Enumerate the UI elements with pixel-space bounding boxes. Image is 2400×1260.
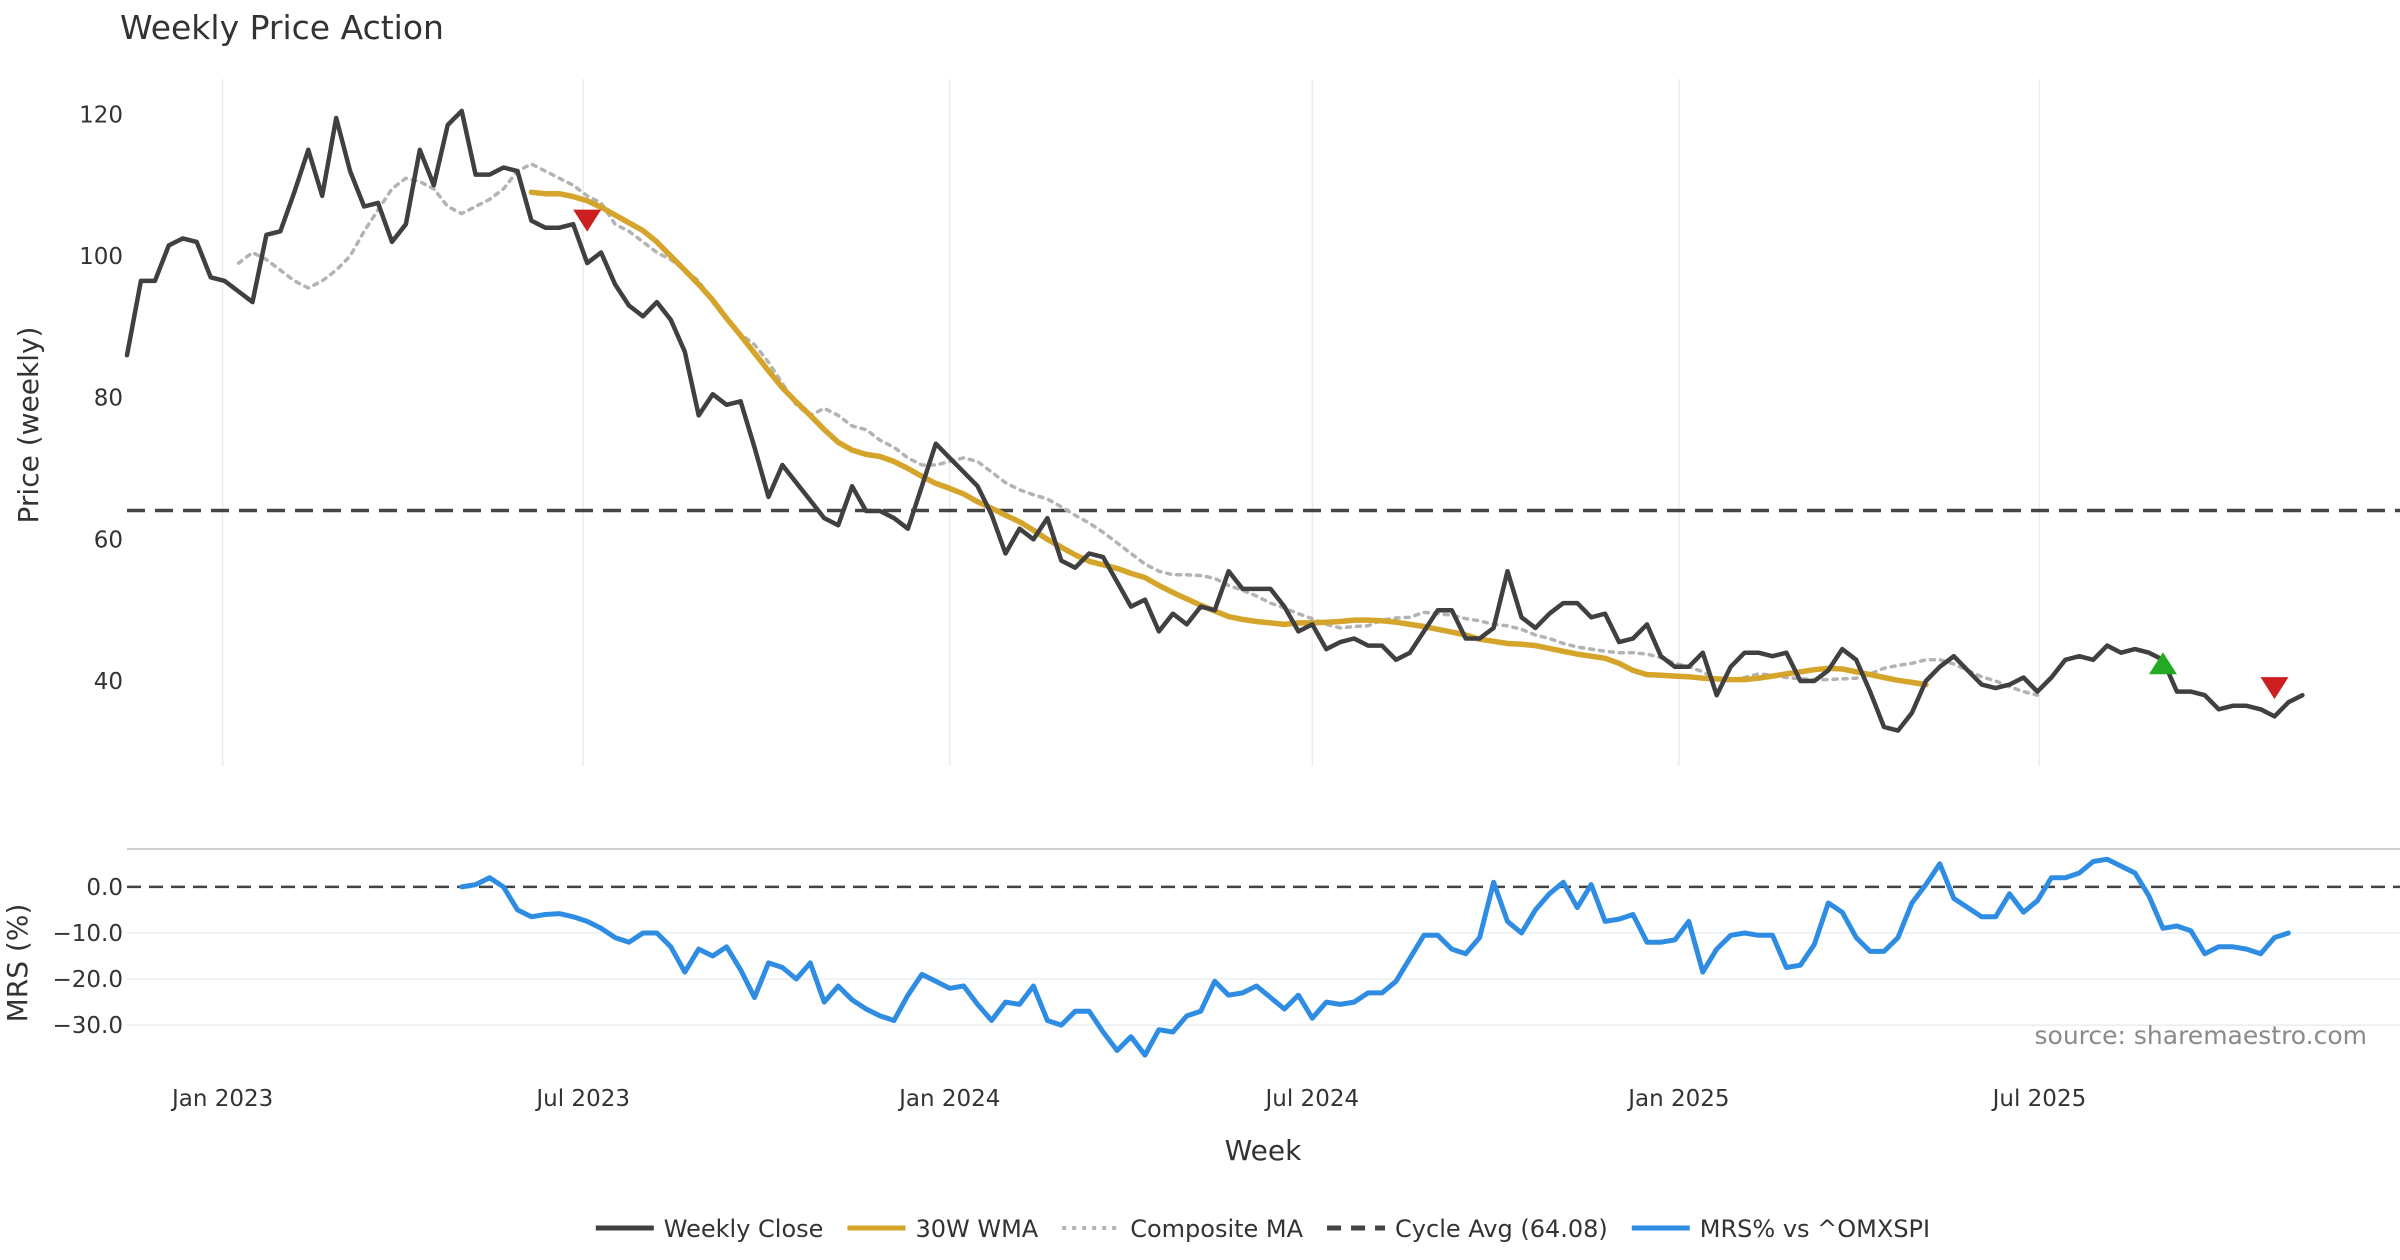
legend-label: Weekly Close bbox=[664, 1215, 824, 1243]
price-y-tick-label: 120 bbox=[79, 102, 123, 128]
mrs-series-line bbox=[459, 856, 2291, 1058]
mrs-y-axis-label: MRS (%) bbox=[1, 904, 34, 1023]
legend-label: Composite MA bbox=[1130, 1215, 1303, 1243]
buy-signal-marker bbox=[2148, 652, 2177, 675]
mrs-y-tick-label: −10.0 bbox=[53, 921, 123, 947]
sell-signal-marker bbox=[2260, 677, 2289, 700]
x-tick-label: Jul 2025 bbox=[1991, 1086, 2087, 1112]
wma-30w-line bbox=[528, 189, 1929, 688]
legend-item: Weekly Close bbox=[595, 1215, 824, 1243]
x-tick-label: Jan 2023 bbox=[170, 1086, 273, 1112]
price-y-tick-label: 40 bbox=[94, 669, 123, 695]
x-tick-label: Jul 2023 bbox=[534, 1086, 630, 1112]
legend-label: 30W WMA bbox=[915, 1215, 1038, 1243]
mrs-y-tick-label: 0.0 bbox=[86, 875, 123, 901]
legend-label: Cycle Avg (64.08) bbox=[1395, 1215, 1608, 1243]
weekly-close-line bbox=[124, 108, 2305, 733]
legend-item: MRS% vs ^OMXSPI bbox=[1631, 1215, 1930, 1243]
price-y-axis-label: Price (weekly) bbox=[12, 327, 45, 524]
price-y-axis: 40 60 80 100 120 bbox=[79, 102, 123, 695]
price-y-tick-label: 60 bbox=[94, 527, 123, 553]
x-tick-label: Jan 2025 bbox=[1626, 1086, 1729, 1112]
legend-label: MRS% vs ^OMXSPI bbox=[1700, 1215, 1930, 1243]
price-series-lines bbox=[124, 108, 2305, 733]
legend: Weekly Close 30W WMA Composite MA Cycle Avg… bbox=[595, 1215, 1930, 1243]
x-tick-label: Jan 2024 bbox=[897, 1086, 1000, 1112]
legend-item: Composite MA bbox=[1062, 1215, 1304, 1243]
mrs-y-axis: 0.0 −10.0 −20.0 −30.0 bbox=[53, 875, 123, 1039]
signal-markers bbox=[573, 209, 2289, 700]
mrs-panel: 0.0 −10.0 −20.0 −30.0 MRS (%) source: share… bbox=[1, 856, 2400, 1058]
chart-title: Weekly Price Action bbox=[120, 8, 444, 47]
mrs-gridlines bbox=[127, 932, 2400, 1026]
mrs-y-tick-label: −30.0 bbox=[53, 1013, 123, 1039]
mrs-line bbox=[459, 856, 2291, 1058]
x-axis: Jan 2023 Jul 2023 Jan 2024 Jul 2024 Jan 2025… bbox=[170, 1086, 2086, 1112]
price-y-tick-label: 100 bbox=[79, 244, 123, 270]
legend-item: Cycle Avg (64.08) bbox=[1327, 1215, 1608, 1243]
x-axis-label: Week bbox=[1225, 1134, 1302, 1167]
source-attribution: source: sharemaestro.com bbox=[2035, 1021, 2368, 1050]
legend-item: 30W WMA bbox=[847, 1215, 1039, 1243]
x-tick-label: Jul 2024 bbox=[1264, 1086, 1360, 1112]
mrs-y-tick-label: −20.0 bbox=[53, 967, 123, 993]
price-y-tick-label: 80 bbox=[94, 386, 123, 412]
sell-signal-marker bbox=[573, 209, 602, 232]
price-panel: 40 60 80 100 120 Price (weekly) bbox=[12, 79, 2400, 766]
